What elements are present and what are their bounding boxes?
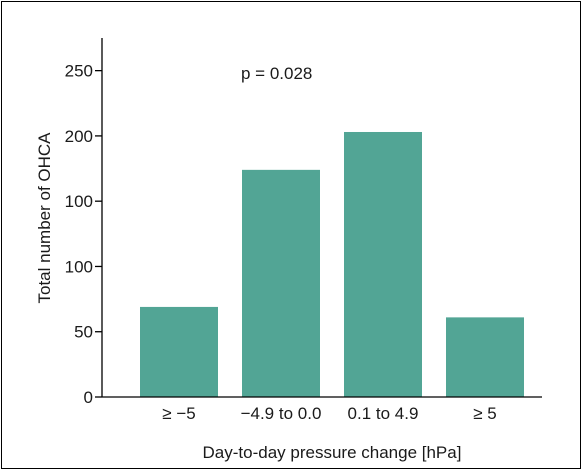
bar [140,306,218,397]
bar [446,317,524,397]
x-tick-label: 0.1 to 4.9 [348,404,419,423]
x-tick-label: −4.9 to 0.0 [241,404,322,423]
x-tick-label: ≥ 5 [473,404,497,423]
y-tick-label: 200 [65,127,93,146]
y-tick-label: 100 [65,257,93,276]
y-tick-label: 0 [84,388,93,407]
y-tick-label: 100 [65,192,93,211]
bar [242,169,320,397]
y-axis-title: Total number of OHCA [35,132,54,304]
x-axis-title: Day-to-day pressure change [hPa] [203,443,462,462]
x-axis-tick-labels: ≥ −5 −4.9 to 0.0 0.1 to 4.9 ≥ 5 [162,404,496,423]
x-tick-label: ≥ −5 [162,404,195,423]
p-value-annotation: p = 0.028 [241,64,312,83]
y-axis-ticks: 0 50 100 100 200 250 [65,62,102,407]
y-tick-label: 50 [74,323,93,342]
y-tick-label: 250 [65,62,93,81]
bar [344,131,422,397]
bars [140,131,524,397]
